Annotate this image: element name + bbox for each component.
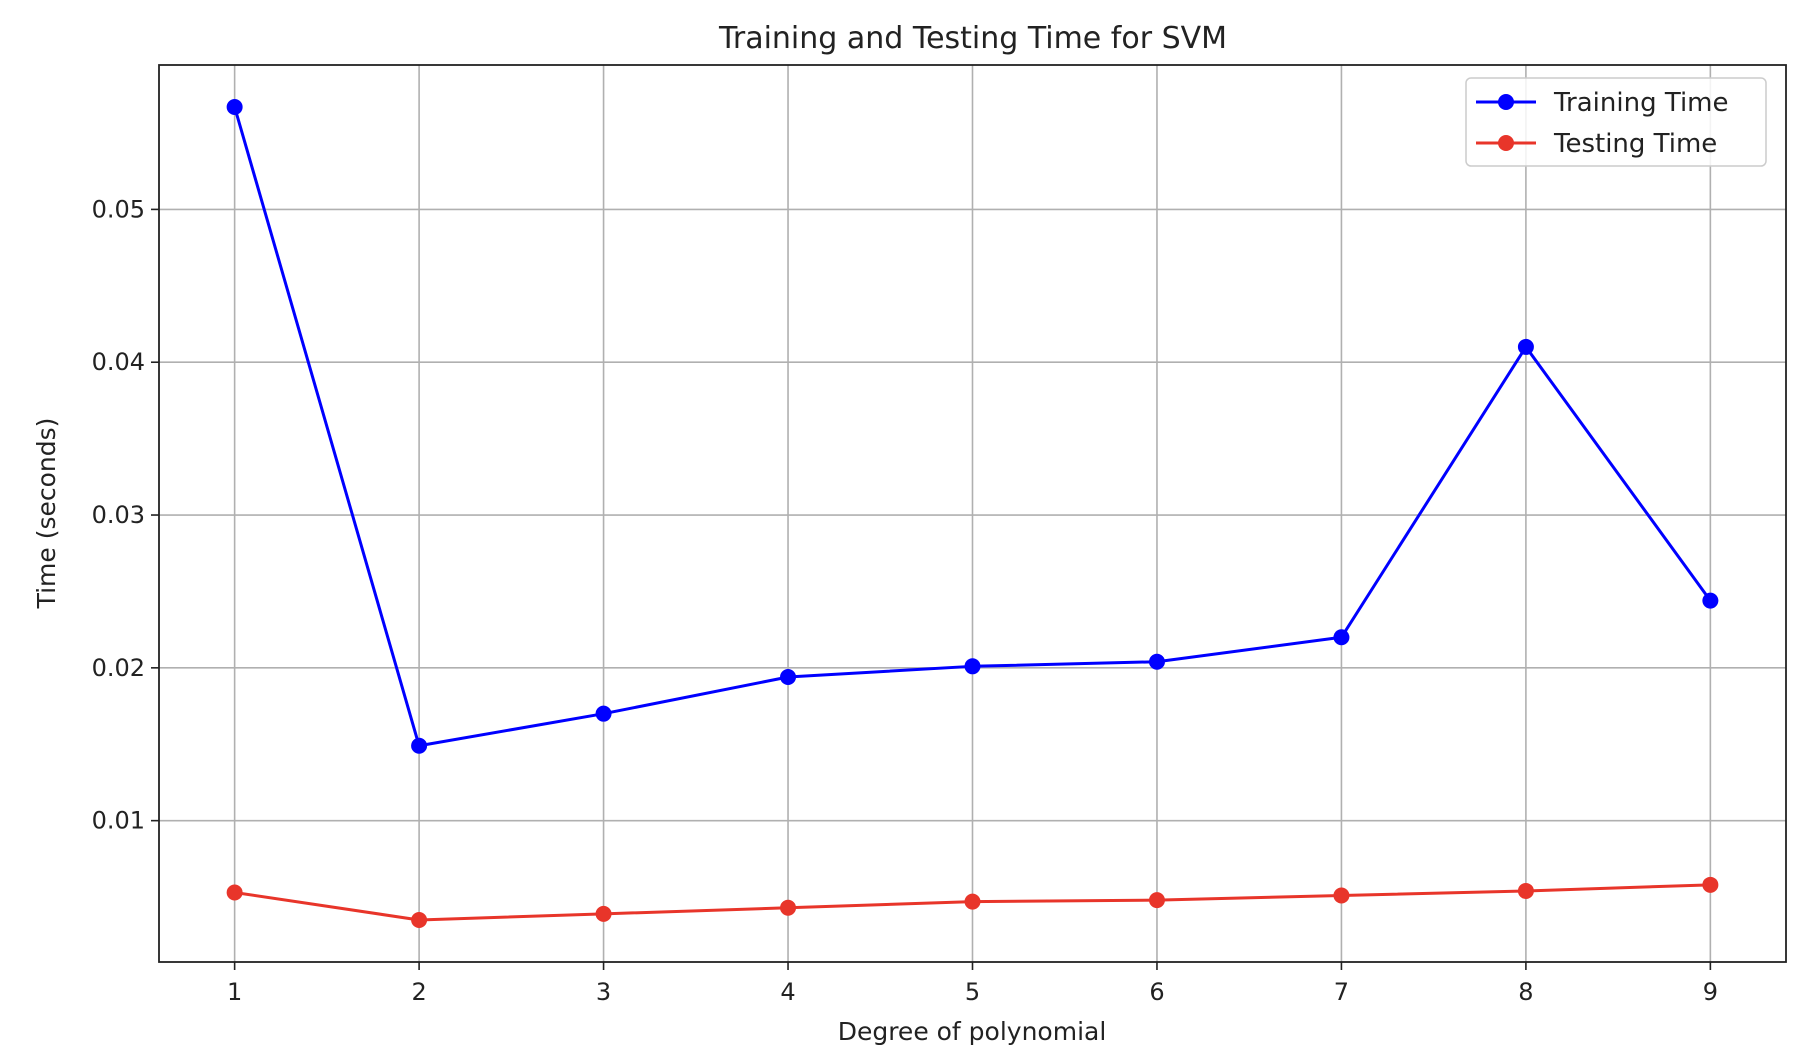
x-tick-label: 8 [1518, 978, 1533, 1006]
legend-item-training-time: Training Time [1476, 88, 1728, 118]
axis-ticks: 1 2 3 4 5 6 7 8 9 0.01 0.02 0.03 0.04 0.05 [92, 195, 1718, 1006]
y-tick-label: 0.01 [92, 807, 145, 835]
x-axis-label: Degree of polynomial [838, 1017, 1107, 1046]
testing-time-point [1702, 876, 1719, 893]
x-tick-label: 4 [780, 978, 795, 1006]
x-tick-label: 5 [965, 978, 980, 1006]
y-tick-label: 0.03 [92, 501, 145, 529]
testing-time-point [411, 911, 428, 928]
y-tick-label: 0.05 [92, 195, 145, 223]
x-tick-label: 2 [411, 978, 426, 1006]
training-time-point [226, 99, 243, 116]
training-time-point [1333, 629, 1350, 646]
legend-label: Training Time [1553, 88, 1728, 118]
training-time-point [1517, 338, 1534, 355]
testing-time-point [780, 899, 797, 916]
training-time-point [1702, 592, 1719, 609]
legend: Training Time Testing Time [1465, 77, 1767, 167]
testing-time-point [1148, 892, 1165, 909]
x-tick-label: 7 [1334, 978, 1349, 1006]
testing-time-series [226, 876, 1719, 928]
legend-label: Testing Time [1553, 129, 1717, 159]
training-time-point [780, 669, 797, 686]
training-time-point [411, 737, 428, 754]
legend-frame [1465, 77, 1767, 167]
training-time-point [964, 658, 981, 675]
x-tick-label: 9 [1703, 978, 1718, 1006]
chart-title: Training and Testing Time for SVM [718, 21, 1227, 56]
testing-time-point [1333, 887, 1350, 904]
x-tick-label: 1 [227, 978, 242, 1006]
testing-time-point [595, 905, 612, 922]
legend-marker [1498, 94, 1514, 110]
y-axis-label: Time (seconds) [32, 418, 61, 610]
training-time-point [595, 705, 612, 722]
legend-item-testing-time: Testing Time [1476, 129, 1717, 159]
legend-marker [1498, 135, 1514, 151]
testing-time-point [964, 893, 981, 910]
series-layer [226, 99, 1719, 928]
training-time-point [1148, 653, 1165, 670]
grid [159, 65, 1786, 962]
y-tick-label: 0.02 [92, 654, 145, 682]
y-tick-label: 0.04 [92, 348, 145, 376]
training-time-series [226, 99, 1719, 754]
x-tick-label: 6 [1149, 978, 1164, 1006]
testing-time-point [1517, 882, 1534, 899]
testing-time-point [226, 884, 243, 901]
x-tick-label: 3 [596, 978, 611, 1006]
